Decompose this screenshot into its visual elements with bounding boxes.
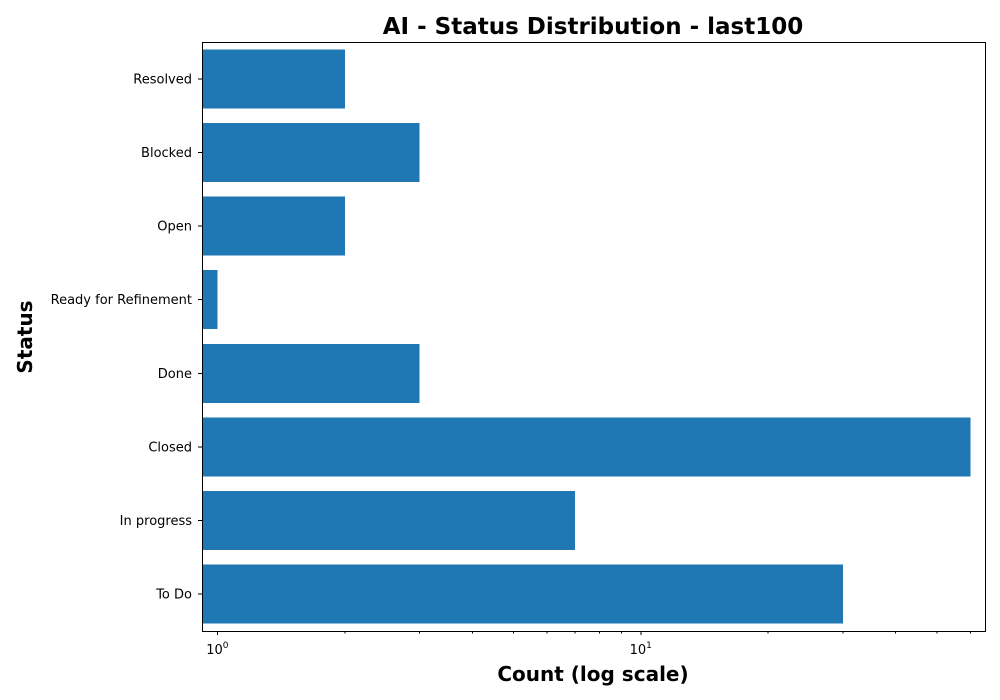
y-tick-label-closed: Closed <box>148 440 192 455</box>
y-tick-label-in-progress: In progress <box>120 514 193 529</box>
bars-group <box>202 49 971 624</box>
chart-title: AI - Status Distribution - last100 <box>383 14 804 40</box>
y-tick-label-open: Open <box>157 220 192 235</box>
bar-blocked <box>202 122 420 182</box>
bar-open <box>202 196 345 256</box>
y-tick-label-to-do: To Do <box>155 588 192 603</box>
y-tick-label-blocked: Blocked <box>141 146 192 161</box>
bar-done <box>202 343 420 403</box>
bar-closed <box>202 417 971 477</box>
y-tick-label-ready-for-refinement: Ready for Refinement <box>51 293 192 308</box>
y-axis-label: Status <box>13 300 37 373</box>
x-axis-ticks: 100 101 <box>206 631 971 658</box>
bar-resolved <box>202 49 345 109</box>
y-axis-ticks: To Do In progress Closed Done Ready for Refi… <box>51 72 202 603</box>
plot-frame <box>202 42 986 632</box>
y-tick-label-resolved: Resolved <box>133 72 192 87</box>
bar-to-do <box>202 564 843 624</box>
bar-in-progress <box>202 491 576 551</box>
x-tick-label: 100 <box>206 641 229 658</box>
y-tick-label-done: Done <box>158 367 192 382</box>
x-tick-label: 101 <box>630 641 652 658</box>
x-axis-label: Count (log scale) <box>497 662 688 686</box>
bar-ready-for-refinement <box>202 270 218 330</box>
